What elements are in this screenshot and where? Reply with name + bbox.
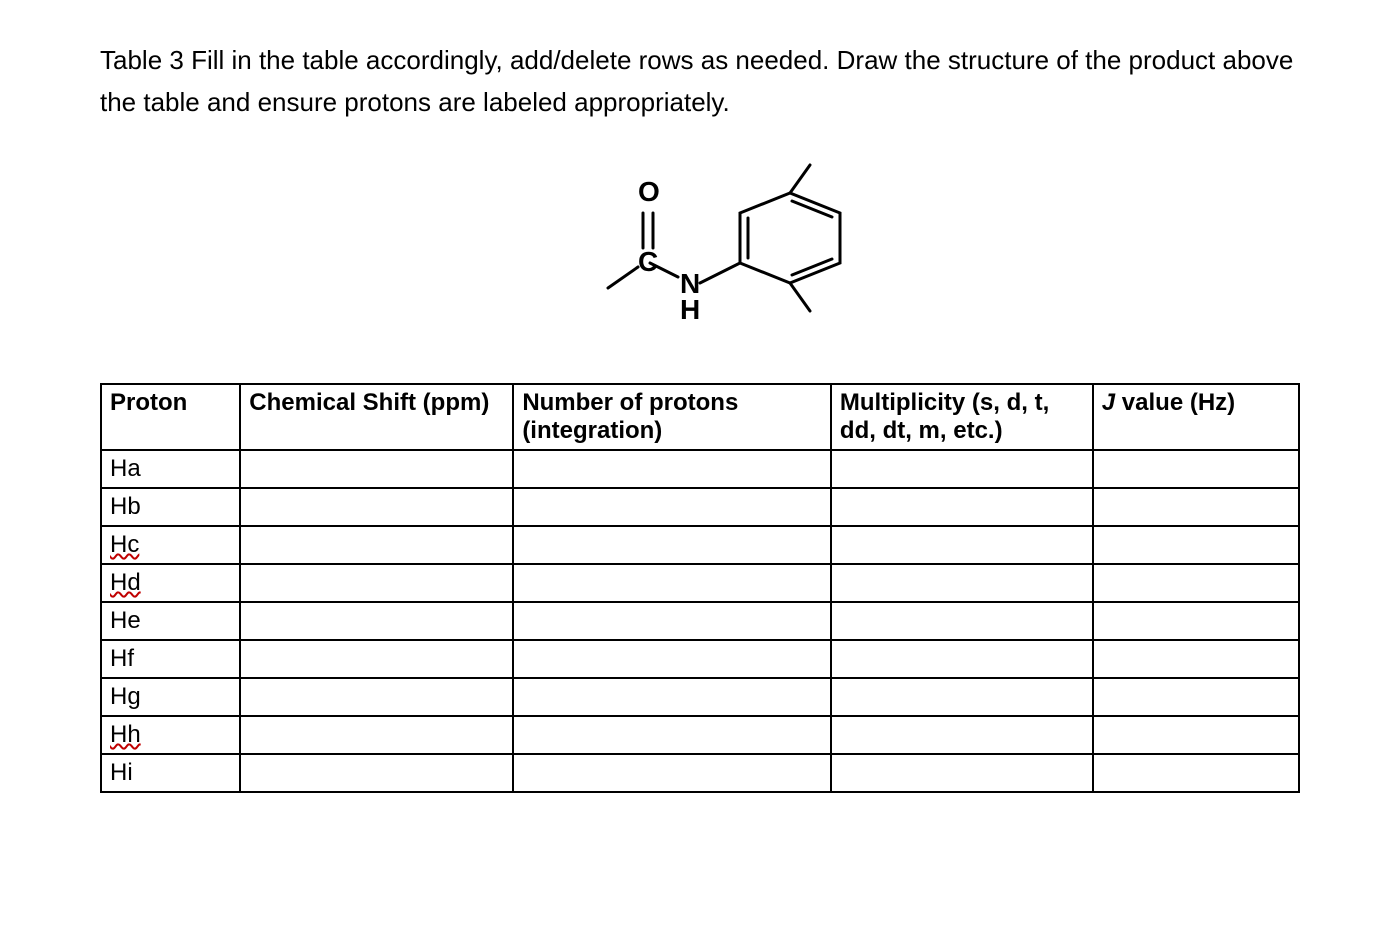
cell-proton[interactable]: Hi bbox=[101, 754, 240, 792]
cell-shift[interactable] bbox=[240, 640, 513, 678]
cell-j[interactable] bbox=[1093, 716, 1299, 754]
cell-shift[interactable] bbox=[240, 526, 513, 564]
proton-label: Hd bbox=[110, 569, 141, 596]
cell-proton[interactable]: Hf bbox=[101, 640, 240, 678]
cell-integration[interactable] bbox=[513, 564, 831, 602]
table-row: Hg bbox=[101, 678, 1299, 716]
page: Table 3 Fill in the table accordingly, a… bbox=[0, 0, 1400, 833]
cell-j[interactable] bbox=[1093, 602, 1299, 640]
cell-integration[interactable] bbox=[513, 526, 831, 564]
col-header-multiplicity: Multiplicity (s, d, t, dd, dt, m, etc.) bbox=[831, 384, 1093, 450]
proton-label: Hh bbox=[110, 721, 141, 748]
chemical-structure: O C N H bbox=[100, 153, 1300, 353]
cell-multiplicity[interactable] bbox=[831, 526, 1093, 564]
cell-shift[interactable] bbox=[240, 678, 513, 716]
table-row: Hi bbox=[101, 754, 1299, 792]
cell-multiplicity[interactable] bbox=[831, 564, 1093, 602]
proton-label: Hi bbox=[110, 759, 133, 786]
j-rest: value (Hz) bbox=[1115, 389, 1235, 416]
proton-label: Hc bbox=[110, 531, 139, 558]
cell-multiplicity[interactable] bbox=[831, 716, 1093, 754]
proton-label: Hb bbox=[110, 493, 141, 520]
cell-j[interactable] bbox=[1093, 526, 1299, 564]
col-header-jvalue: J value (Hz) bbox=[1093, 384, 1299, 450]
structure-svg: O C N H bbox=[530, 153, 870, 353]
cell-multiplicity[interactable] bbox=[831, 678, 1093, 716]
cell-shift[interactable] bbox=[240, 602, 513, 640]
cell-integration[interactable] bbox=[513, 754, 831, 792]
cell-proton[interactable]: Hd bbox=[101, 564, 240, 602]
cell-multiplicity[interactable] bbox=[831, 640, 1093, 678]
table-row: Ha bbox=[101, 450, 1299, 488]
cell-j[interactable] bbox=[1093, 754, 1299, 792]
table-row: Hf bbox=[101, 640, 1299, 678]
j-italic: J bbox=[1102, 389, 1115, 416]
cell-multiplicity[interactable] bbox=[831, 754, 1093, 792]
proton-label: Hg bbox=[110, 683, 141, 710]
cell-j[interactable] bbox=[1093, 450, 1299, 488]
col-header-proton: Proton bbox=[101, 384, 240, 450]
cell-proton[interactable]: Hb bbox=[101, 488, 240, 526]
cell-j[interactable] bbox=[1093, 678, 1299, 716]
cell-shift[interactable] bbox=[240, 754, 513, 792]
cell-shift[interactable] bbox=[240, 564, 513, 602]
cell-j[interactable] bbox=[1093, 488, 1299, 526]
table-body: Ha Hb Hc Hd He Hf Hg Hh Hi bbox=[101, 450, 1299, 792]
cell-proton[interactable]: He bbox=[101, 602, 240, 640]
table-row: Hc bbox=[101, 526, 1299, 564]
proton-label: Ha bbox=[110, 455, 141, 482]
cell-multiplicity[interactable] bbox=[831, 602, 1093, 640]
cell-proton[interactable]: Ha bbox=[101, 450, 240, 488]
cell-j[interactable] bbox=[1093, 564, 1299, 602]
table-row: He bbox=[101, 602, 1299, 640]
table-row: Hb bbox=[101, 488, 1299, 526]
cell-proton[interactable]: Hh bbox=[101, 716, 240, 754]
cell-integration[interactable] bbox=[513, 640, 831, 678]
nmr-table: Proton Chemical Shift (ppm) Number of pr… bbox=[100, 383, 1300, 793]
col-header-shift: Chemical Shift (ppm) bbox=[240, 384, 513, 450]
cell-shift[interactable] bbox=[240, 488, 513, 526]
atom-label-o: O bbox=[638, 176, 660, 207]
cell-shift[interactable] bbox=[240, 716, 513, 754]
table-header-row: Proton Chemical Shift (ppm) Number of pr… bbox=[101, 384, 1299, 450]
atom-label-c: C bbox=[638, 246, 658, 277]
cell-integration[interactable] bbox=[513, 716, 831, 754]
cell-shift[interactable] bbox=[240, 450, 513, 488]
table-row: Hh bbox=[101, 716, 1299, 754]
cell-integration[interactable] bbox=[513, 488, 831, 526]
cell-integration[interactable] bbox=[513, 678, 831, 716]
table-row: Hd bbox=[101, 564, 1299, 602]
proton-label: Hf bbox=[110, 645, 134, 672]
cell-integration[interactable] bbox=[513, 450, 831, 488]
col-header-integration: Number of protons (integration) bbox=[513, 384, 831, 450]
cell-j[interactable] bbox=[1093, 640, 1299, 678]
cell-multiplicity[interactable] bbox=[831, 488, 1093, 526]
cell-multiplicity[interactable] bbox=[831, 450, 1093, 488]
atom-label-h: H bbox=[680, 294, 700, 325]
proton-label: He bbox=[110, 607, 141, 634]
cell-proton[interactable]: Hg bbox=[101, 678, 240, 716]
cell-integration[interactable] bbox=[513, 602, 831, 640]
table-caption: Table 3 Fill in the table accordingly, a… bbox=[100, 40, 1300, 123]
cell-proton[interactable]: Hc bbox=[101, 526, 240, 564]
